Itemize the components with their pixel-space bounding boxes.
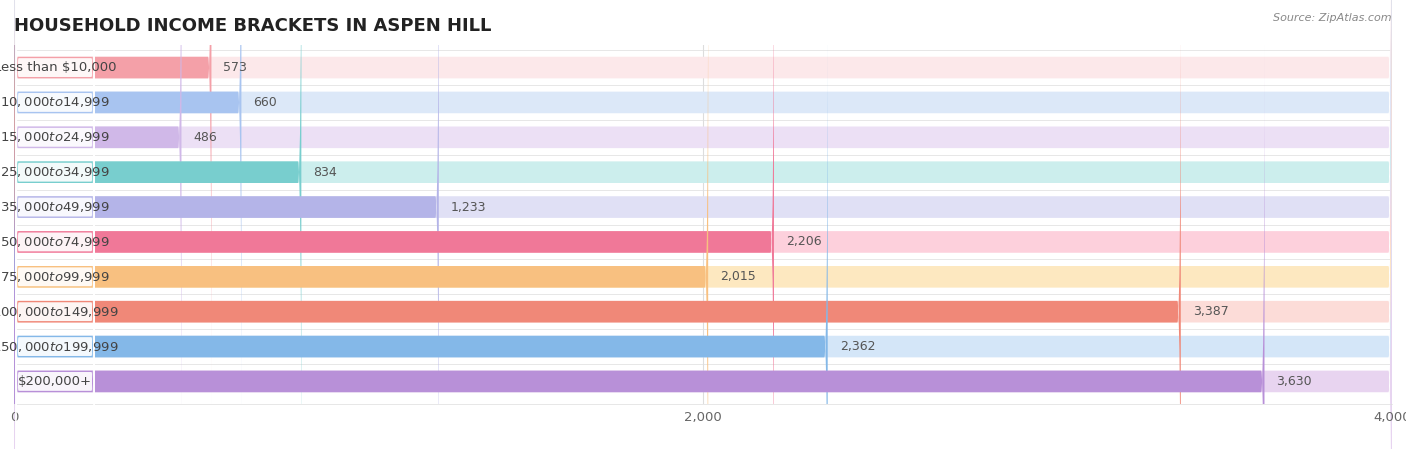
Text: 2,362: 2,362 xyxy=(839,340,876,353)
Text: $75,000 to $99,999: $75,000 to $99,999 xyxy=(0,270,110,284)
Text: 2,206: 2,206 xyxy=(786,235,821,248)
Text: 834: 834 xyxy=(314,166,337,179)
Text: $10,000 to $14,999: $10,000 to $14,999 xyxy=(0,96,110,110)
FancyBboxPatch shape xyxy=(14,0,1392,449)
FancyBboxPatch shape xyxy=(15,0,94,449)
FancyBboxPatch shape xyxy=(15,42,94,449)
Text: HOUSEHOLD INCOME BRACKETS IN ASPEN HILL: HOUSEHOLD INCOME BRACKETS IN ASPEN HILL xyxy=(14,17,492,35)
Text: 660: 660 xyxy=(253,96,277,109)
FancyBboxPatch shape xyxy=(14,0,1392,449)
FancyBboxPatch shape xyxy=(15,0,94,407)
Text: Less than $10,000: Less than $10,000 xyxy=(0,61,117,74)
FancyBboxPatch shape xyxy=(14,44,1264,449)
FancyBboxPatch shape xyxy=(14,9,828,449)
FancyBboxPatch shape xyxy=(14,0,1392,405)
FancyBboxPatch shape xyxy=(15,0,94,372)
FancyBboxPatch shape xyxy=(15,0,94,442)
Text: 1,233: 1,233 xyxy=(451,201,486,214)
Text: $200,000+: $200,000+ xyxy=(18,375,91,388)
FancyBboxPatch shape xyxy=(15,7,94,449)
FancyBboxPatch shape xyxy=(14,0,1392,449)
Text: 486: 486 xyxy=(194,131,218,144)
FancyBboxPatch shape xyxy=(15,77,94,449)
FancyBboxPatch shape xyxy=(14,0,1392,440)
FancyBboxPatch shape xyxy=(14,44,1392,449)
FancyBboxPatch shape xyxy=(14,0,773,449)
Text: $25,000 to $34,999: $25,000 to $34,999 xyxy=(0,165,110,179)
FancyBboxPatch shape xyxy=(15,0,94,449)
FancyBboxPatch shape xyxy=(14,0,1181,449)
FancyBboxPatch shape xyxy=(14,0,1392,449)
Text: 3,630: 3,630 xyxy=(1277,375,1312,388)
Text: $150,000 to $199,999: $150,000 to $199,999 xyxy=(0,339,118,353)
FancyBboxPatch shape xyxy=(14,0,1392,449)
FancyBboxPatch shape xyxy=(15,0,94,449)
Text: $50,000 to $74,999: $50,000 to $74,999 xyxy=(0,235,110,249)
FancyBboxPatch shape xyxy=(14,0,301,449)
FancyBboxPatch shape xyxy=(14,0,211,405)
FancyBboxPatch shape xyxy=(14,0,709,449)
Text: $100,000 to $149,999: $100,000 to $149,999 xyxy=(0,305,118,319)
FancyBboxPatch shape xyxy=(14,0,181,449)
Text: 3,387: 3,387 xyxy=(1192,305,1229,318)
FancyBboxPatch shape xyxy=(15,0,94,449)
Text: $15,000 to $24,999: $15,000 to $24,999 xyxy=(0,130,110,144)
Text: 2,015: 2,015 xyxy=(720,270,756,283)
Text: $35,000 to $49,999: $35,000 to $49,999 xyxy=(0,200,110,214)
FancyBboxPatch shape xyxy=(14,0,439,449)
Text: Source: ZipAtlas.com: Source: ZipAtlas.com xyxy=(1274,13,1392,23)
FancyBboxPatch shape xyxy=(14,0,1392,449)
Text: 573: 573 xyxy=(224,61,247,74)
FancyBboxPatch shape xyxy=(14,9,1392,449)
FancyBboxPatch shape xyxy=(14,0,242,440)
